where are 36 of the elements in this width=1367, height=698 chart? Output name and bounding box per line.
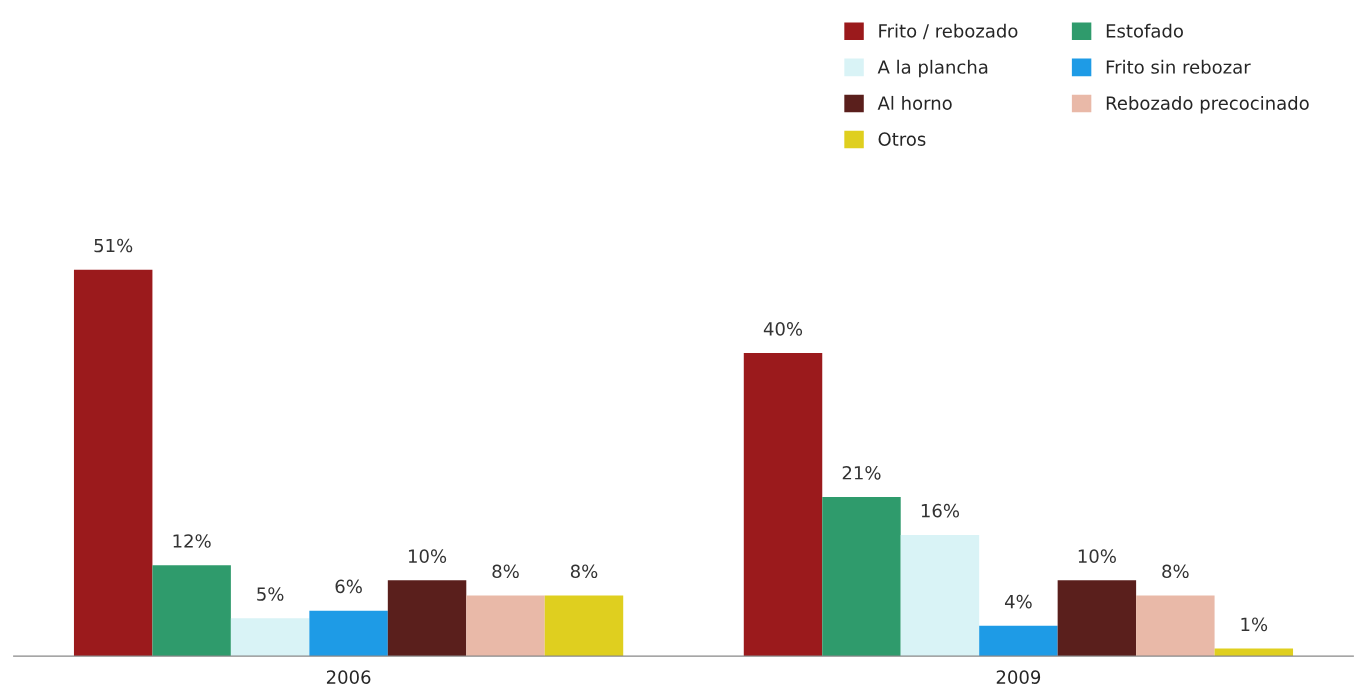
bar	[822, 497, 901, 657]
bar	[743, 353, 823, 657]
data-label: 51%	[94, 238, 133, 253]
legend-label: A la plancha	[877, 59, 988, 78]
data-label: 16%	[921, 503, 960, 518]
data-label: 8%	[1162, 564, 1189, 579]
data-label: 6%	[335, 579, 362, 594]
data-label: 10%	[408, 549, 447, 563]
data-label: 5%	[257, 587, 284, 601]
legend-label: Al horno	[877, 95, 952, 110]
bar	[230, 618, 310, 657]
data-label: 8%	[492, 564, 519, 579]
bar	[73, 269, 153, 657]
legend-label: Frito sin rebozar	[1106, 59, 1251, 74]
data-label: 4%	[1004, 594, 1032, 609]
bar	[152, 565, 231, 657]
bar	[900, 534, 980, 657]
bar	[1057, 580, 1137, 657]
bar	[979, 625, 1058, 657]
data-label: 8%	[570, 564, 598, 579]
bar	[387, 580, 467, 657]
legend-label: Frito / rebozado	[879, 23, 1018, 40]
data-label: 21%	[842, 465, 881, 480]
bar	[544, 595, 624, 657]
data-label: 10%	[1078, 549, 1116, 563]
bar	[466, 595, 545, 657]
x-tick-label: 2006	[326, 670, 371, 684]
legend-label: Rebozado precocinado	[1106, 95, 1309, 114]
legend-label: Otros	[878, 132, 926, 146]
bar	[309, 610, 388, 657]
data-label: 40%	[763, 322, 803, 336]
data-label: 12%	[173, 534, 211, 548]
bar	[1136, 595, 1215, 657]
x-tick-label: 2009	[996, 670, 1041, 684]
data-label: 1%	[1241, 617, 1268, 632]
legend-label: Estofado	[1106, 23, 1183, 38]
